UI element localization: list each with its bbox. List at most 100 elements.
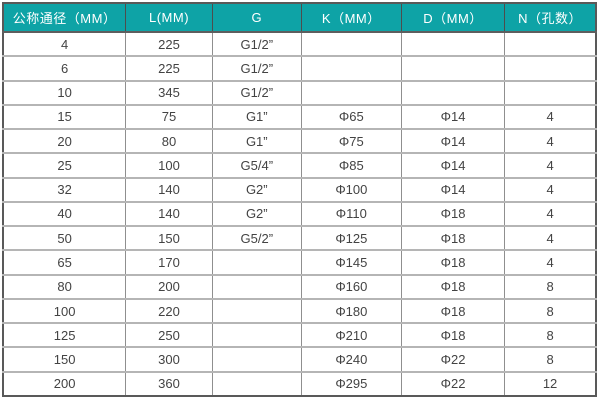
table-cell	[211, 370, 302, 396]
table-cell: 80	[125, 128, 213, 154]
table-cell: 6	[3, 55, 126, 81]
table-row: 32 140 G2” Φ100 Φ14 4	[3, 176, 596, 202]
table-cell: Φ100	[300, 176, 402, 202]
table-cell: 4	[504, 152, 596, 178]
table-cell: 200	[125, 273, 213, 299]
table-cell: 100	[125, 152, 213, 178]
table-cell: 225	[125, 32, 213, 57]
table-cell: 250	[125, 322, 213, 348]
column-header: D（MM）	[400, 3, 505, 33]
table-row: 20 80 G1” Φ75 Φ14 4	[3, 128, 596, 154]
table-cell: 170	[125, 249, 213, 275]
table-row: 15 75 G1” Φ65 Φ14 4	[3, 103, 596, 130]
table-cell: Φ240	[300, 346, 402, 372]
table-cell: 4	[504, 128, 596, 154]
table-cell: 8	[504, 273, 596, 299]
table-cell: 360	[125, 370, 213, 396]
table-cell: 10	[3, 79, 126, 105]
table-cell: Φ85	[300, 152, 402, 178]
table-cell: Φ18	[400, 322, 505, 348]
table-cell: 12	[504, 370, 596, 396]
table-cell: 8	[504, 322, 596, 348]
table-cell: G5/4”	[211, 152, 302, 178]
table-cell	[211, 346, 302, 372]
table-cell: Φ14	[400, 176, 505, 202]
table-cell	[400, 32, 505, 57]
table-row: 25 100 G5/4” Φ85 Φ14 4	[3, 152, 596, 178]
table-cell: 4	[504, 103, 596, 130]
table-cell: 140	[125, 176, 213, 202]
table-cell: Φ125	[300, 225, 402, 251]
table-row: 50 150 G5/2” Φ125 Φ18 4	[3, 225, 596, 251]
table-cell: 50	[3, 225, 126, 251]
table-row: 125 250 Φ210 Φ18 8	[3, 322, 596, 348]
table-cell: 225	[125, 55, 213, 81]
table-cell: 20	[3, 128, 126, 154]
column-header: 公称通径（MM）	[3, 3, 126, 33]
table-cell: Φ18	[400, 297, 505, 324]
table-cell: Φ295	[300, 370, 402, 396]
table-cell: Φ65	[300, 103, 402, 130]
table-cell: 150	[125, 225, 213, 251]
table-cell	[504, 55, 596, 81]
table-cell: 200	[3, 370, 126, 396]
table-cell: Φ75	[300, 128, 402, 154]
table-row: 80 200 Φ160 Φ18 8	[3, 273, 596, 299]
table-cell: Φ110	[300, 200, 402, 227]
table-cell: Φ18	[400, 273, 505, 299]
table-cell	[211, 297, 302, 324]
table-cell: 8	[504, 346, 596, 372]
table-row: 6 225 G1/2”	[3, 55, 596, 81]
table-cell	[211, 273, 302, 299]
table-cell: 8	[504, 297, 596, 324]
table-body: 4 225 G1/2” 6 225 G1/2” 10 345 G1/2” 15 75 G1” Φ65 Φ1…	[3, 32, 596, 396]
table-cell: G1”	[211, 128, 302, 154]
table-cell: Φ18	[400, 249, 505, 275]
table-row: 100 220 Φ180 Φ18 8	[3, 297, 596, 324]
table-cell	[300, 79, 402, 105]
header-row: 公称通径（MM） L(MM) G K（MM） D（MM） N（孔数）	[3, 3, 596, 33]
table-cell: Φ14	[400, 128, 505, 154]
table-cell: 25	[3, 152, 126, 178]
table-cell: 15	[3, 103, 126, 130]
table-cell: G2”	[211, 176, 302, 202]
table-cell: Φ14	[400, 152, 505, 178]
table-row: 4 225 G1/2”	[3, 32, 596, 57]
dimension-table: 公称通径（MM） L(MM) G K（MM） D（MM） N（孔数） 4 225 G1/2” 6…	[2, 2, 597, 397]
table-cell: G1/2”	[211, 55, 302, 81]
table-row: 65 170 Φ145 Φ18 4	[3, 249, 596, 275]
table-cell: 4	[3, 32, 126, 57]
table-cell	[300, 32, 402, 57]
column-header: L(MM)	[125, 3, 213, 33]
table-cell: 32	[3, 176, 126, 202]
column-header: N（孔数）	[504, 3, 596, 33]
table-cell	[300, 55, 402, 81]
table-cell: Φ210	[300, 322, 402, 348]
table-cell	[400, 55, 505, 81]
table-cell	[211, 249, 302, 275]
table-cell: 65	[3, 249, 126, 275]
table-cell: Φ180	[300, 297, 402, 324]
table-cell	[211, 322, 302, 348]
table-cell: 4	[504, 176, 596, 202]
table-cell: 80	[3, 273, 126, 299]
table-cell: Φ22	[400, 346, 505, 372]
table-row: 40 140 G2” Φ110 Φ18 4	[3, 200, 596, 227]
table-cell	[400, 79, 505, 105]
table-cell: Φ14	[400, 103, 505, 130]
table-cell: Φ145	[300, 249, 402, 275]
table-row: 200 360 Φ295 Φ22 12	[3, 370, 596, 396]
table-cell: G2”	[211, 200, 302, 227]
table-cell: 220	[125, 297, 213, 324]
table-cell: 4	[504, 249, 596, 275]
table-cell: 40	[3, 200, 126, 227]
table-cell: 150	[3, 346, 126, 372]
table-cell: Φ18	[400, 200, 505, 227]
table-cell: 125	[3, 322, 126, 348]
table-cell: 140	[125, 200, 213, 227]
column-header: G	[211, 3, 302, 33]
table-row: 150 300 Φ240 Φ22 8	[3, 346, 596, 372]
table-cell: 100	[3, 297, 126, 324]
table-cell	[504, 79, 596, 105]
